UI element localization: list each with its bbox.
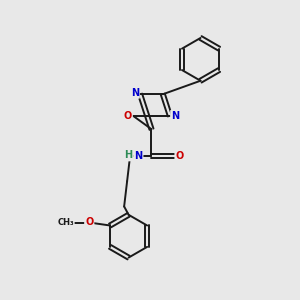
Text: O: O: [85, 217, 93, 227]
Text: H: H: [124, 150, 133, 161]
Text: N: N: [131, 88, 139, 98]
Text: CH₃: CH₃: [57, 218, 74, 227]
Text: N: N: [134, 151, 142, 161]
Text: O: O: [124, 111, 132, 121]
Text: N: N: [171, 111, 179, 121]
Text: O: O: [176, 151, 184, 161]
